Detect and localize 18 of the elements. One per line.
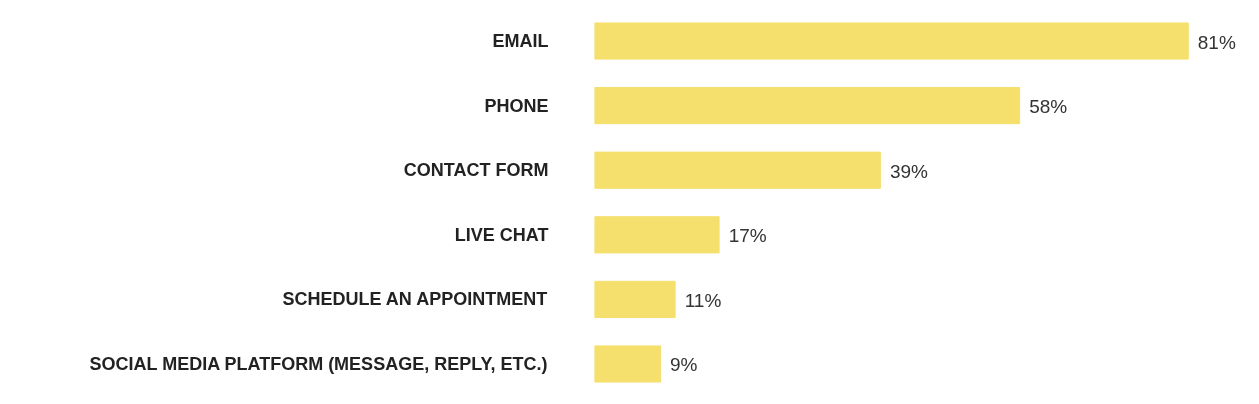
y-tick-label: CONTACT FORM	[403, 160, 549, 181]
data-label: 58%	[1029, 96, 1068, 118]
y-tick-label: EMAIL	[492, 31, 549, 52]
data-label: 17%	[728, 225, 767, 247]
data-label: 81%	[1197, 31, 1236, 53]
y-tick-label: LIVE CHAT	[454, 224, 549, 245]
bar	[594, 280, 676, 318]
bar	[594, 151, 881, 189]
data-label: 39%	[889, 160, 929, 182]
bar	[594, 22, 1189, 60]
bar	[594, 345, 661, 383]
y-tick-label: SCHEDULE AN APPOINTMENT	[282, 289, 548, 310]
data-label: 11%	[684, 289, 722, 311]
data-label: 9%	[670, 354, 698, 376]
y-tick-label: PHONE	[484, 95, 549, 116]
y-tick-label: SOCIAL MEDIA PLATFORM (MESSAGE, REPLY, ETC.)	[89, 353, 548, 374]
bar	[594, 87, 1021, 125]
bar	[594, 216, 720, 254]
